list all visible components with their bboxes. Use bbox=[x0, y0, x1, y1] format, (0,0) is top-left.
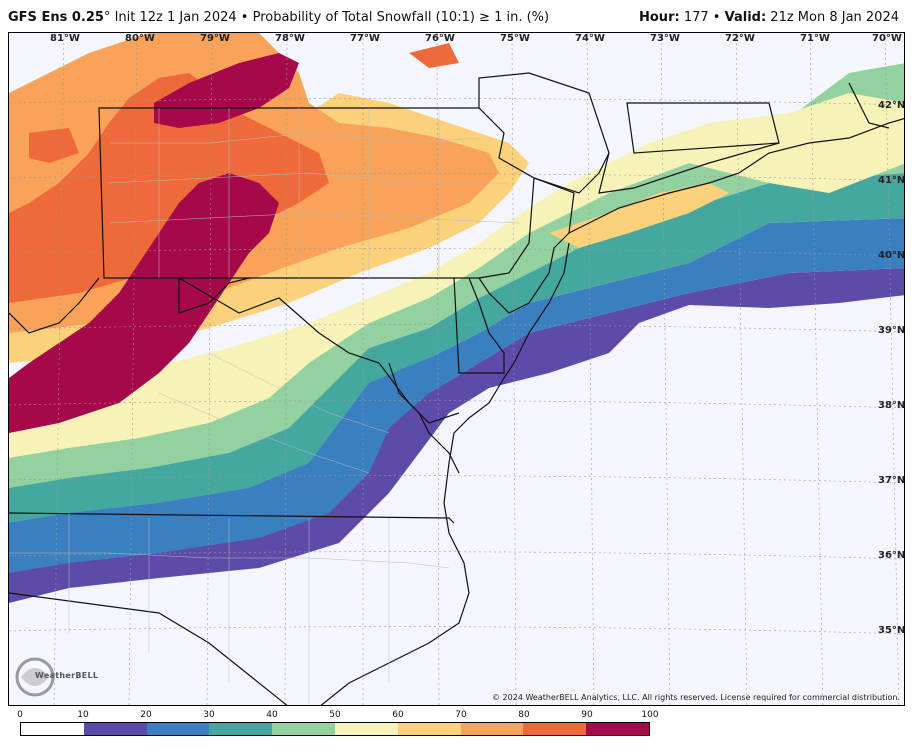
legend-tick: 0 bbox=[17, 710, 23, 720]
lat-label: 39°N bbox=[878, 325, 906, 336]
legend-tick: 50 bbox=[329, 710, 341, 720]
legend-swatch bbox=[460, 723, 524, 735]
valid-separator: • bbox=[712, 10, 721, 25]
legend-swatch bbox=[523, 723, 587, 735]
lat-label: 36°N bbox=[878, 550, 906, 561]
lat-label: 41°N bbox=[878, 175, 906, 186]
map-panel: WeatherBELL © 2024 WeatherBELL Analytics… bbox=[8, 32, 905, 706]
legend-swatch bbox=[21, 723, 84, 735]
legend-swatch bbox=[586, 723, 649, 735]
county-lines bbox=[9, 108, 520, 705]
lat-label: 37°N bbox=[878, 475, 906, 486]
copyright-notice: © 2024 WeatherBELL Analytics, LLC. All r… bbox=[492, 693, 900, 702]
lon-label: 71°W bbox=[800, 33, 830, 44]
band-90-100 bbox=[9, 53, 299, 433]
state-borders bbox=[9, 72, 780, 705]
lon-label: 79°W bbox=[200, 33, 230, 44]
lat-label: 35°N bbox=[878, 625, 906, 636]
band-50-60 bbox=[9, 93, 904, 458]
legend-tick: 70 bbox=[455, 710, 467, 720]
swirl-icon bbox=[15, 657, 55, 697]
legend-tick: 10 bbox=[77, 710, 89, 720]
lon-label: 81°W bbox=[50, 33, 80, 44]
hour-value: 177 bbox=[683, 10, 709, 25]
legend-swatch bbox=[334, 723, 398, 735]
legend-tick: 20 bbox=[140, 710, 152, 720]
color-legend bbox=[20, 722, 650, 736]
legend-tick: 80 bbox=[518, 710, 530, 720]
title-separator: • bbox=[240, 10, 249, 25]
legend-tick: 40 bbox=[266, 710, 278, 720]
legend-tick: 100 bbox=[641, 710, 659, 720]
weatherbell-logo: WeatherBELL bbox=[13, 653, 98, 697]
legend-swatch bbox=[397, 723, 461, 735]
legend-tick: 30 bbox=[203, 710, 215, 720]
hour-label: Hour: bbox=[639, 10, 680, 25]
legend-swatch bbox=[209, 723, 273, 735]
model-name: GFS Ens 0.25 bbox=[8, 10, 104, 25]
map-header: GFS Ens 0.25° Init 12z 1 Jan 2024 • Prob… bbox=[0, 0, 913, 32]
lon-label: 78°W bbox=[275, 33, 305, 44]
legend-tick: 60 bbox=[392, 710, 404, 720]
lon-label: 72°W bbox=[725, 33, 755, 44]
lon-label: 74°W bbox=[575, 33, 605, 44]
lon-label: 75°W bbox=[500, 33, 530, 44]
lon-label: 73°W bbox=[650, 33, 680, 44]
product-name: Probability of Total Snowfall (10:1) ≥ 1… bbox=[252, 10, 550, 25]
lat-label: 42°N bbox=[878, 100, 906, 111]
lon-label: 70°W bbox=[872, 33, 902, 44]
valid-label: Valid: bbox=[724, 10, 767, 25]
lon-label: 80°W bbox=[125, 33, 155, 44]
legend-tick: 90 bbox=[581, 710, 593, 720]
lat-label: 38°N bbox=[878, 400, 906, 411]
logo-text: WeatherBELL bbox=[35, 671, 99, 680]
init-time: Init 12z 1 Jan 2024 bbox=[114, 10, 237, 25]
snowfall-probability-map bbox=[9, 33, 904, 705]
coastline bbox=[320, 82, 904, 705]
legend-swatch bbox=[272, 723, 335, 735]
map-title: GFS Ens 0.25° Init 12z 1 Jan 2024 • Prob… bbox=[8, 10, 549, 25]
legend-swatch bbox=[83, 723, 147, 735]
lon-label: 77°W bbox=[350, 33, 380, 44]
legend-swatch bbox=[146, 723, 210, 735]
lat-label: 40°N bbox=[878, 250, 906, 261]
degree-symbol: ° bbox=[103, 10, 111, 25]
graticule bbox=[9, 33, 904, 705]
lon-label: 76°W bbox=[425, 33, 455, 44]
valid-value: 21z Mon 8 Jan 2024 bbox=[770, 10, 899, 25]
valid-time-label: Hour: 177 • Valid: 21z Mon 8 Jan 2024 bbox=[639, 10, 899, 25]
